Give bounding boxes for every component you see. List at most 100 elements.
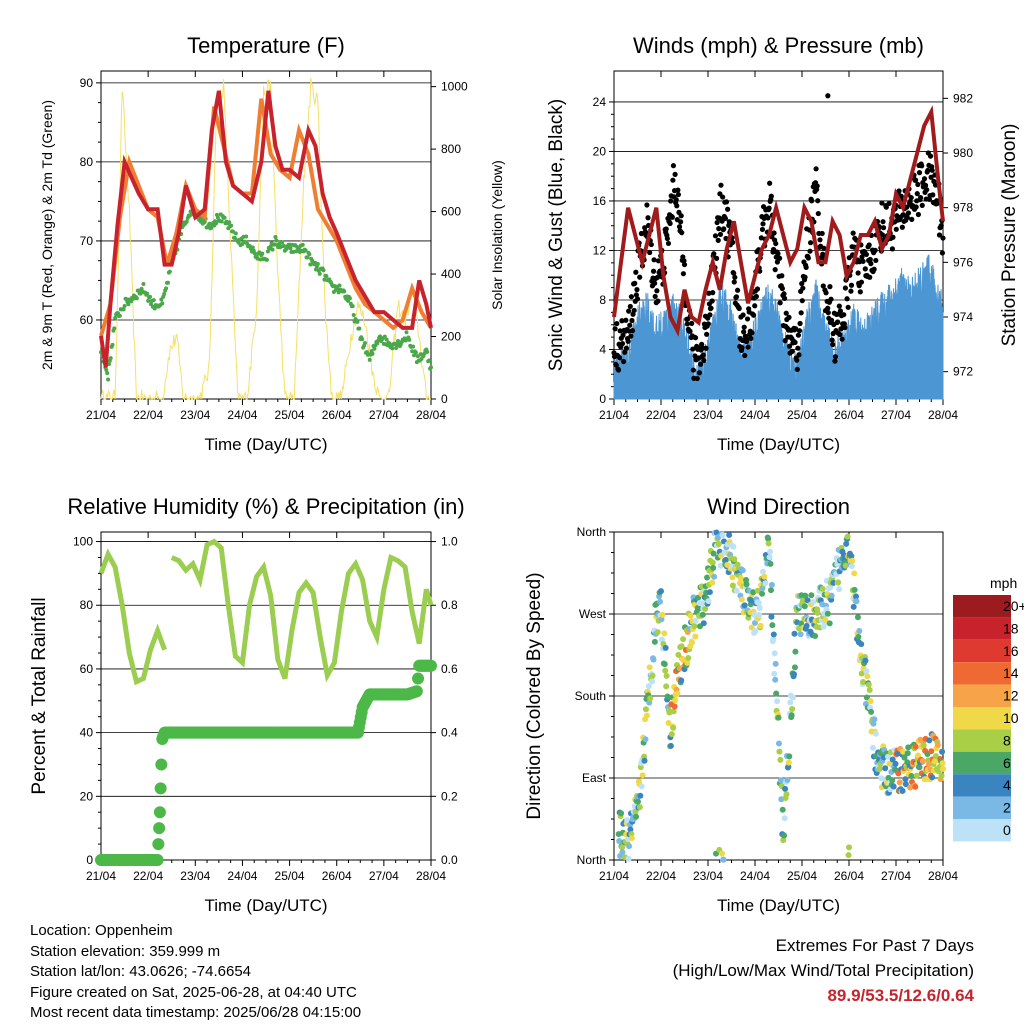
solar-series-line (100, 77, 431, 401)
dewpoint-point (152, 306, 157, 311)
direction-point (769, 622, 776, 629)
direction-point (756, 605, 763, 612)
dewpoint-point (350, 304, 355, 309)
gust-point (813, 166, 819, 172)
gust-point (893, 226, 899, 232)
direction-point (685, 655, 692, 662)
x-tick-label: 22/04 (133, 869, 163, 883)
gust-point (795, 332, 802, 338)
dewpoint-point (372, 346, 377, 351)
gust-point (796, 328, 803, 334)
gust-point (842, 325, 848, 331)
dewpoint-point (233, 231, 238, 236)
temp-2m-series-line (99, 90, 433, 368)
gust-point (835, 319, 841, 325)
direction-point (748, 597, 755, 604)
direction-point (791, 664, 798, 671)
direction-point (661, 661, 668, 668)
gust-point (744, 336, 750, 342)
direction-point (719, 532, 726, 539)
colorbar-unit: mph (990, 575, 1017, 591)
gust-point (868, 261, 874, 267)
colorbar-swatch (953, 662, 1011, 685)
direction-point (675, 651, 682, 658)
x-tick-label: 28/04 (416, 869, 446, 883)
gust-point (855, 270, 861, 276)
gust-point (725, 206, 731, 212)
direction-point (768, 613, 775, 620)
direction-point (654, 629, 661, 636)
direction-point (774, 698, 781, 705)
direction-point (792, 648, 799, 655)
x-axis-label: Time (Day/UTC) (204, 435, 327, 454)
direction-point (626, 843, 633, 850)
gust-point (918, 194, 924, 201)
dewpoint-point (307, 252, 312, 257)
direction-point (752, 628, 759, 635)
colorbar-label: 0 (1003, 822, 1011, 838)
gust-point (642, 225, 648, 231)
gust-point (850, 230, 856, 236)
direction-point (931, 758, 938, 765)
direction-point (650, 656, 657, 663)
x-tick-label: 21/04 (86, 408, 116, 422)
gust-point (777, 255, 783, 261)
gust-point (652, 280, 658, 286)
sonic-wind-area (613, 254, 944, 400)
direction-point (647, 695, 654, 702)
x-axis-label: Time (Day/UTC) (717, 435, 840, 454)
direction-point (804, 597, 811, 604)
gust-point (807, 240, 814, 246)
direction-point (755, 600, 762, 607)
colorbar-swatch (953, 751, 1011, 775)
gust-point (748, 335, 754, 341)
dewpoint-point (214, 221, 219, 226)
gust-point (703, 345, 709, 351)
colorbar-swatch (953, 707, 1011, 730)
gust-point (717, 231, 724, 238)
direction-point (780, 837, 787, 844)
direction-point (836, 586, 843, 593)
dewpoint-point (112, 326, 117, 331)
direction-point (662, 644, 669, 651)
gust-point (706, 290, 712, 296)
direction-point (692, 617, 699, 624)
gust-point (710, 290, 716, 296)
direction-point (915, 752, 922, 759)
gust-point (707, 312, 713, 318)
gust-point (862, 266, 868, 272)
direction-point (791, 630, 798, 637)
gust-point (899, 224, 905, 230)
dewpoint-point (108, 356, 113, 361)
gust-point (820, 251, 826, 257)
dewpoint-point (396, 338, 400, 343)
gust-point (765, 215, 771, 221)
direction-point (926, 737, 933, 744)
gust-point (879, 232, 886, 238)
direction-point (638, 783, 645, 790)
direction-point (661, 630, 668, 637)
direction-point (743, 581, 750, 588)
gust-point (842, 285, 849, 291)
direction-point (791, 671, 798, 678)
gust-point (809, 198, 815, 204)
direction-point (709, 579, 716, 586)
gust-point (807, 248, 813, 254)
y-axis-label: Sonic Wind & Gust (Blue, Black) (546, 99, 567, 371)
gust-point (880, 225, 887, 231)
precip-point (155, 758, 168, 771)
gust-point (744, 316, 751, 322)
y2-tick-label: 0.0 (441, 853, 458, 867)
direction-point (628, 835, 635, 842)
dewpoint-point (297, 246, 301, 251)
gust-point (713, 255, 720, 261)
latlon-text: Station lat/lon: 43.0626; -74.6654 (30, 963, 252, 980)
direction-point (929, 774, 936, 781)
y-tick-label: 80 (80, 155, 94, 169)
direction-point (699, 611, 706, 618)
dewpoint-point (407, 337, 412, 342)
y-tick-label: 60 (80, 662, 94, 676)
direction-point (788, 712, 795, 719)
gust-point (726, 219, 732, 225)
direction-point (827, 584, 834, 591)
